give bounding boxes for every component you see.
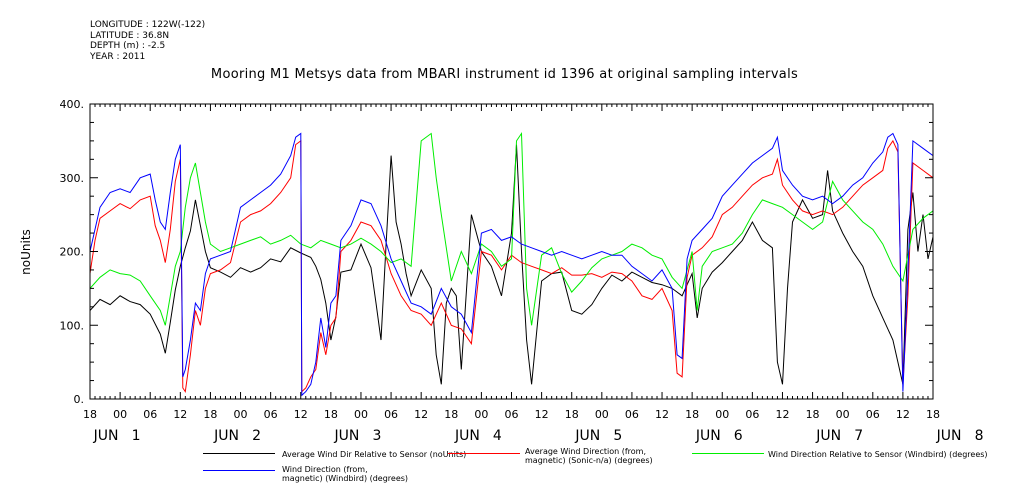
- x-day-number-label: 3: [373, 428, 382, 444]
- series-line-2: [90, 131, 933, 326]
- latitude-text: LATITUDE : 36.8N: [90, 30, 170, 41]
- x-day-number-label: 7: [854, 428, 863, 444]
- x-tick-label: 00: [595, 408, 609, 421]
- x-tick-label: 06: [143, 408, 157, 421]
- x-day-month-label: JUN: [574, 428, 600, 444]
- x-tick-label: 18: [324, 408, 338, 421]
- x-tick-label: 12: [775, 408, 789, 421]
- x-day-month-label: JUN: [695, 428, 721, 444]
- legend-line-1: [448, 453, 520, 454]
- y-tick-label: 300.: [60, 172, 85, 185]
- x-tick-label: 18: [83, 408, 97, 421]
- depth-text: DEPTH (m) : -2.5: [90, 41, 166, 51]
- x-tick-label: 00: [836, 408, 850, 421]
- x-tick-label: 12: [414, 408, 428, 421]
- x-tick-label: 18: [926, 408, 940, 421]
- longitude-text: LONGITUDE : 122W(-122): [90, 20, 206, 30]
- x-tick-label: 18: [203, 408, 217, 421]
- x-tick-label: 12: [173, 408, 187, 421]
- x-day-month-label: JUN: [213, 428, 239, 444]
- x-day-month-label: JUN: [334, 428, 360, 444]
- x-tick-label: 12: [294, 408, 308, 421]
- y-tick-label: 100.: [60, 319, 85, 332]
- chart-title: Mooring M1 Metsys data from MBARI instru…: [210, 67, 799, 82]
- legend-line-2: [692, 453, 764, 454]
- x-tick-label: 06: [866, 408, 880, 421]
- x-tick-label: 12: [896, 408, 910, 421]
- x-tick-label: 18: [685, 408, 699, 421]
- legend-line-0: [203, 453, 275, 454]
- x-tick-label: 00: [474, 408, 488, 421]
- x-tick-label: 06: [505, 408, 519, 421]
- legend-label-1: Average Wind Direction (from, magnetic) …: [525, 447, 653, 465]
- legend-line-3: [203, 470, 275, 471]
- series-line-0: [90, 144, 933, 385]
- x-day-month-label: JUN: [93, 428, 119, 444]
- x-tick-label: 12: [535, 408, 549, 421]
- series-line-1: [90, 139, 933, 393]
- x-tick-label: 18: [806, 408, 820, 421]
- legend-label-0: Average Wind Dir Relative to Sensor (noU…: [282, 450, 467, 459]
- x-day-number-label: 5: [613, 428, 622, 444]
- y-tick-label: 0.: [74, 393, 85, 406]
- x-day-number-label: 8: [975, 428, 984, 444]
- x-tick-label: 06: [745, 408, 759, 421]
- y-tick-label: 400.: [60, 98, 85, 111]
- x-tick-label: 00: [113, 408, 127, 421]
- x-day-number-label: 6: [734, 428, 743, 444]
- legend-label-3: Wind Direction (from, magnetic) (Windbir…: [282, 465, 409, 483]
- x-day-month-label: JUN: [815, 428, 841, 444]
- x-tick-label: 18: [565, 408, 579, 421]
- x-tick-label: 18: [444, 408, 458, 421]
- x-tick-label: 06: [264, 408, 278, 421]
- x-day-month-label: JUN: [454, 428, 480, 444]
- x-tick-label: 06: [625, 408, 639, 421]
- metadata-block: LONGITUDE : 122W(-122) LATITUDE : 36.8N …: [90, 20, 205, 62]
- x-day-month-label: JUN: [936, 428, 962, 444]
- x-day-number-label: 4: [493, 428, 502, 444]
- x-tick-label: 00: [354, 408, 368, 421]
- x-tick-label: 06: [384, 408, 398, 421]
- x-day-number-label: 2: [252, 428, 261, 444]
- x-day-number-label: 1: [132, 428, 141, 444]
- year-text: YEAR : 2011: [90, 51, 146, 62]
- series-line-3: [90, 132, 933, 397]
- x-tick-label: 00: [715, 408, 729, 421]
- legend-label-2: Wind Direction Relative to Sensor (Windb…: [768, 450, 988, 459]
- y-tick-label: 200.: [60, 246, 85, 259]
- x-tick-label: 00: [234, 408, 248, 421]
- x-tick-label: 12: [655, 408, 669, 421]
